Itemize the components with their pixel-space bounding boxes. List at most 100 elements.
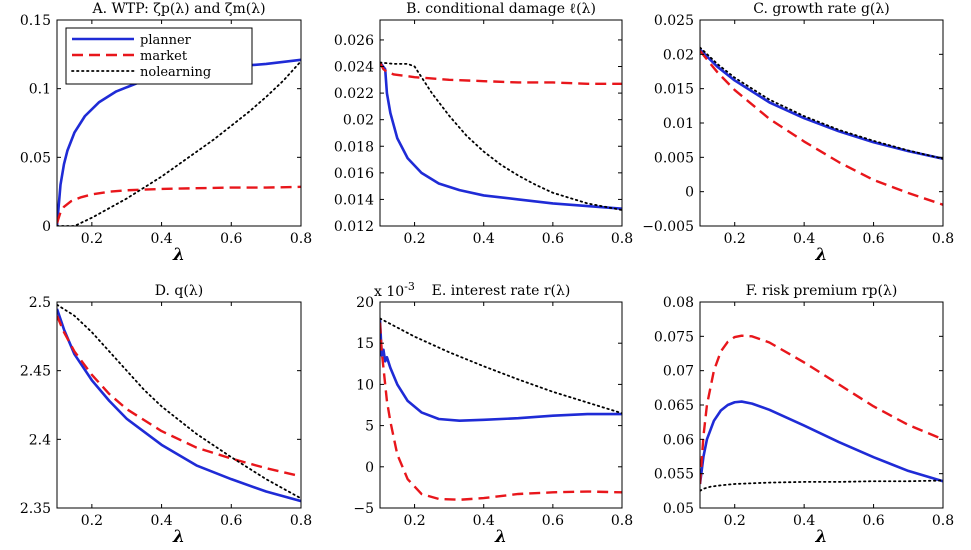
x-tick-label: 0.2 [403, 231, 425, 247]
y-tick-label: 0 [365, 460, 374, 476]
panel-e-interest-rate: 0.2 0.4 0.6 0.8 −5 0 5 10 15 20 E. interest rate r… [353, 280, 633, 547]
x-tick-label: 0.4 [793, 513, 815, 529]
x-tick-label: 0.6 [220, 513, 242, 529]
y-tick-label: 0 [42, 219, 51, 235]
x-tick-label: 0.8 [932, 513, 954, 529]
series-market-line [57, 185, 301, 224]
y-tick-label: 0.05 [663, 501, 694, 517]
x-tick-label: 0.2 [81, 513, 103, 529]
x-tick-label: 0.2 [724, 231, 746, 247]
y-tick-label: 0.055 [654, 467, 694, 483]
x-tick-label: 0.8 [611, 513, 633, 529]
y-tick-label: 0.018 [334, 139, 374, 155]
chart-title: C. growth rate g(λ) [753, 1, 889, 17]
series-planner-line [57, 58, 301, 226]
series-nolearning-line [57, 303, 301, 500]
x-tick-label: 0.2 [403, 513, 425, 529]
x-tick-label: 0.6 [542, 231, 564, 247]
y-tick-label: 0.024 [334, 60, 374, 76]
series-planner-line [700, 48, 943, 160]
y-tick-label: 0.07 [663, 364, 694, 380]
x-tick-label: 0.8 [290, 231, 312, 247]
series-planner-line [57, 308, 301, 503]
x-tick-label: 0.8 [611, 231, 633, 247]
y-tick-label: −5 [353, 501, 374, 517]
x-tick-label: 0.8 [290, 513, 312, 529]
y-tick-label: 0.016 [334, 166, 374, 182]
chart-title: A. WTP: ζp(λ) and ζm(λ) [91, 1, 265, 17]
x-tick-label: 0.4 [793, 231, 815, 247]
axes-frame [379, 301, 623, 509]
y-tick-label: 2.35 [20, 501, 51, 517]
y-tick-label: 0.065 [654, 398, 694, 414]
series-planner-line [380, 320, 622, 422]
x-tick-label: 0.6 [220, 231, 242, 247]
y-tick-label: 0 [685, 185, 694, 201]
series-nolearning-line [380, 317, 622, 415]
panel-f-risk-premium: 0.2 0.4 0.6 0.8 0.05 0.055 0.06 0.065 0.07 0.075 0… [654, 283, 954, 547]
series-market-line [700, 50, 943, 206]
y-axis-multiplier: x 10-3 [374, 280, 415, 300]
series-planner-line [380, 61, 622, 211]
axes-frame [56, 19, 302, 227]
y-tick-label: 2.45 [20, 364, 51, 380]
y-tick-label: 0.05 [20, 150, 51, 166]
x-tick-label: 0.2 [81, 231, 103, 247]
y-tick-label: 0.08 [663, 295, 694, 311]
series-market-line [380, 322, 622, 501]
x-tick-label: 0.6 [862, 231, 884, 247]
series-nolearning-line [380, 61, 622, 211]
x-tick-label: 0.4 [150, 231, 172, 247]
y-tick-label: 0.022 [334, 86, 374, 102]
panel-d-q: 0.2 0.4 0.6 0.8 2.35 2.4 2.45 2.5 D. q(λ) λ [20, 283, 312, 547]
panel-b-conditional-damage: 0.2 0.4 0.6 0.8 0.012 0.014 0.016 0.018 0.02 0.02… [334, 1, 633, 247]
chart-title: E. interest rate r(λ) [432, 283, 571, 299]
legend-label-planner: planner [140, 33, 192, 48]
y-tick-label: 0.1 [29, 82, 51, 98]
y-tick-label: 0.01 [663, 116, 694, 132]
y-tick-label: 0.015 [654, 82, 694, 98]
y-tick-label: −0.005 [642, 219, 694, 235]
x-axis-label: λ [815, 245, 828, 265]
y-tick-label: 0.026 [334, 33, 374, 49]
axes-frame [699, 301, 944, 509]
y-tick-label: 0.012 [334, 219, 374, 235]
y-tick-label: 5 [365, 419, 374, 435]
y-axis-multiplier-exponent: -3 [404, 280, 415, 293]
y-tick-label: 0.02 [343, 113, 374, 129]
y-tick-label: 2.4 [29, 432, 51, 448]
y-tick-label: 0.15 [20, 13, 51, 29]
series-planner-line [700, 400, 943, 485]
axes-frame [379, 19, 623, 227]
x-axis-label: λ [815, 527, 828, 547]
y-tick-label: 20 [356, 295, 374, 311]
y-tick-label: 2.5 [29, 295, 51, 311]
series-market-line [380, 61, 622, 85]
x-tick-label: 0.8 [932, 231, 954, 247]
chart-title: F. risk premium rp(λ) [746, 283, 898, 299]
x-tick-label: 0.6 [542, 513, 564, 529]
panel-a-wtp: 0.2 0.4 0.6 0.8 0 0.05 0.1 0.15 A. WTP: ζp(λ) an… [20, 1, 312, 265]
x-axis-label: λ [494, 527, 507, 547]
series-nolearning-line [700, 46, 943, 160]
x-tick-label: 0.4 [150, 513, 172, 529]
y-tick-label: 15 [356, 336, 374, 352]
chart-title: D. q(λ) [155, 283, 203, 299]
x-axis-label: λ [172, 245, 185, 265]
y-tick-label: 0.02 [663, 47, 694, 63]
y-tick-label: 0.06 [663, 432, 694, 448]
x-tick-label: 0.4 [473, 513, 495, 529]
series-market-line [57, 315, 301, 478]
legend-label-market: market [140, 49, 188, 64]
x-tick-label: 0.4 [473, 231, 495, 247]
panel-c-growth-rate: 0.2 0.4 0.6 0.8 −0.005 0 0.005 0.01 0.015 0.02 0.0… [642, 1, 954, 265]
x-tick-label: 0.6 [862, 513, 884, 529]
x-axis-label: λ [172, 527, 185, 547]
y-tick-label: 0.005 [654, 150, 694, 166]
y-tick-label: 0.025 [654, 13, 694, 29]
series-nolearning-line [57, 60, 301, 226]
series-nolearning-line [700, 479, 943, 492]
legend-label-nolearning: nolearning [140, 65, 211, 80]
y-tick-label: 0.014 [334, 192, 374, 208]
